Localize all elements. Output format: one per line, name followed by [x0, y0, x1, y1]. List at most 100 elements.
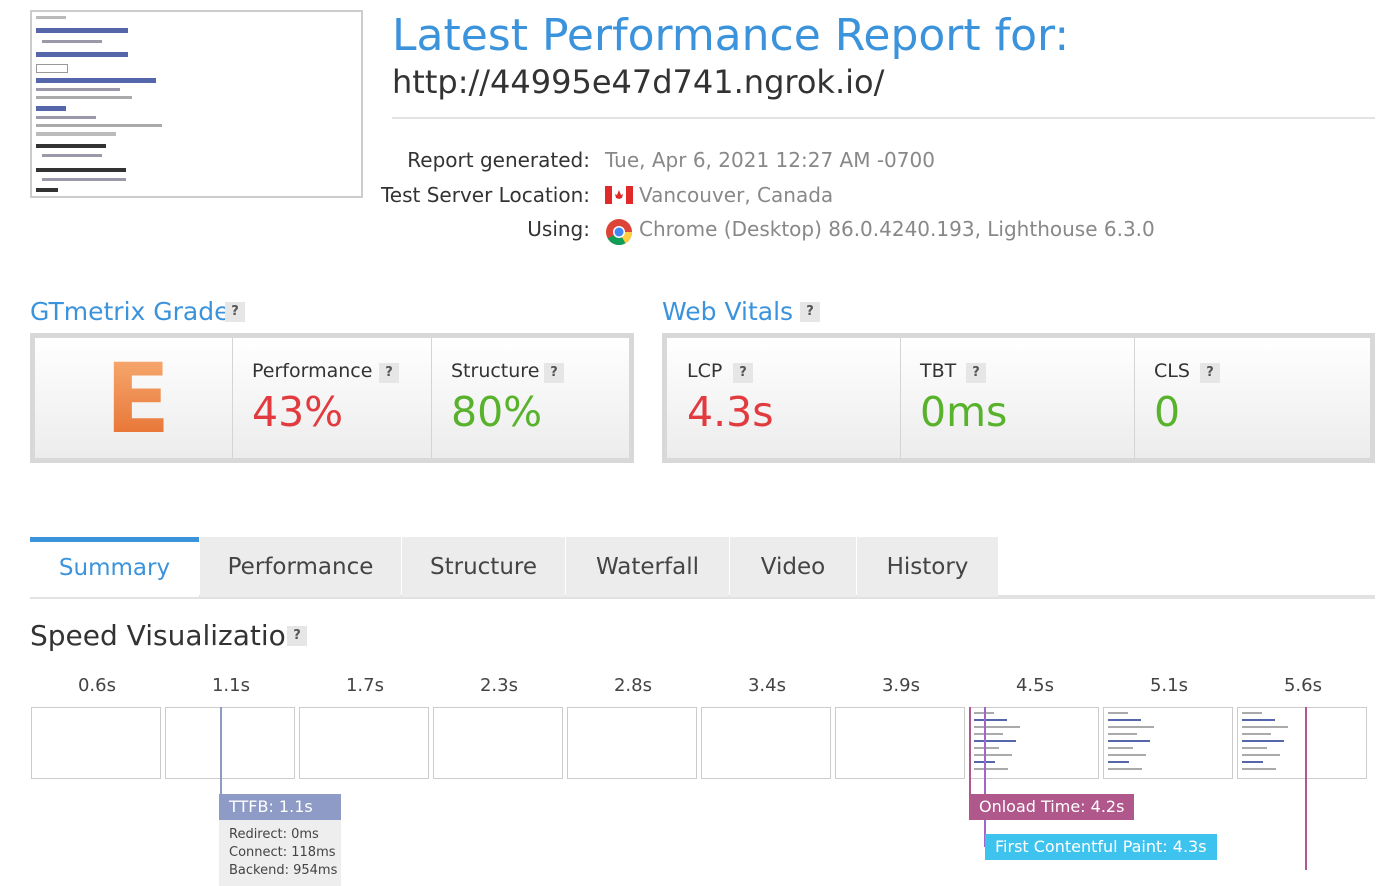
metric-value: 43%	[252, 388, 344, 436]
detail: Connect: 118ms	[229, 845, 336, 860]
metric-label: Structure	[451, 360, 540, 382]
metric-cell: LCP ? 4.3s	[667, 338, 901, 458]
detail: Redirect: 0ms	[229, 827, 319, 842]
frame	[567, 707, 697, 779]
frame-content	[974, 747, 999, 749]
frame-time: 3.4s	[747, 675, 786, 696]
chrome-icon	[606, 219, 633, 246]
section-heading: Speed Visualization	[30, 619, 304, 652]
grade-letter: E	[105, 343, 171, 455]
tab[interactable]: Video	[730, 537, 856, 597]
help-icon[interactable]: ?	[225, 302, 245, 322]
fcp-label: First Contentful Paint: 4.3s	[985, 834, 1217, 860]
help-icon[interactable]: ?	[1200, 363, 1220, 383]
frame-content	[1242, 712, 1262, 714]
frame	[969, 707, 1099, 779]
tab-bar-line	[30, 595, 1375, 599]
tab[interactable]: Summary	[30, 537, 199, 597]
frame-content	[1108, 733, 1137, 735]
metric-value: 0ms	[920, 388, 1008, 436]
meta-value: Vancouver, Canada	[639, 183, 834, 207]
frame-content	[1108, 754, 1146, 756]
frame	[31, 707, 161, 779]
onload-label: Onload Time: 4.2s	[969, 794, 1135, 820]
meta-label: Test Server Location:	[380, 183, 590, 207]
metric-value: 80%	[451, 388, 543, 436]
frame-content	[974, 726, 1020, 728]
section-title: Web Vitals	[662, 297, 794, 326]
frame	[165, 707, 295, 779]
frame-content	[1242, 761, 1263, 763]
ttfb-line	[220, 707, 222, 870]
frame-time: 1.7s	[345, 675, 384, 696]
frame-time: 2.8s	[613, 675, 652, 696]
frame-time: 3.9s	[881, 675, 920, 696]
frame-time: 4.5s	[1015, 675, 1054, 696]
frame-time: 2.3s	[479, 675, 518, 696]
tab[interactable]: Performance	[200, 537, 401, 597]
help-icon[interactable]: ?	[287, 626, 307, 646]
help-icon[interactable]: ?	[544, 363, 564, 383]
meta-label: Report generated:	[407, 148, 590, 172]
frame	[1237, 707, 1367, 779]
frame-time: 5.1s	[1149, 675, 1188, 696]
ttfb-details: Redirect: 0ms Connect: 118ms Backend: 95…	[219, 820, 341, 886]
help-icon[interactable]: ?	[966, 363, 986, 383]
section-title: GTmetrix Grade	[30, 297, 230, 326]
frame-content	[1108, 712, 1128, 714]
metric-cell: CLS ? 0	[1134, 338, 1370, 458]
frame-content	[1242, 726, 1288, 728]
metric-value: 4.3s	[687, 388, 774, 436]
metric-label: TBT	[920, 360, 957, 382]
metric-value: 0	[1154, 388, 1181, 436]
frame-content	[1108, 740, 1150, 742]
detail: Backend: 954ms	[229, 863, 338, 878]
tab[interactable]: Structure	[402, 537, 565, 597]
help-icon[interactable]: ?	[733, 363, 753, 383]
tab[interactable]: Waterfall	[566, 537, 729, 597]
frame-content	[1108, 768, 1142, 770]
frame-time: 0.6s	[77, 675, 116, 696]
metric-cell: TBT ? 0ms	[900, 338, 1135, 458]
frame-content	[1242, 733, 1271, 735]
ttfb-label: TTFB: 1.1s	[219, 794, 341, 820]
help-icon[interactable]: ?	[379, 363, 399, 383]
meta-label: Using:	[527, 217, 590, 241]
frame-content	[974, 733, 1003, 735]
frame-content	[974, 768, 1008, 770]
frame	[701, 707, 831, 779]
metric-label: Performance	[252, 360, 373, 382]
metric-label: CLS	[1154, 360, 1190, 382]
fcp-line	[984, 707, 986, 847]
divider	[392, 117, 1375, 119]
frame	[433, 707, 563, 779]
frame-content	[1108, 747, 1133, 749]
frame-content	[1242, 754, 1280, 756]
frame-content	[1242, 740, 1284, 742]
frame-content	[974, 740, 1016, 742]
frame-content	[1108, 726, 1154, 728]
frame-content	[1108, 719, 1141, 721]
frame-time: 1.1s	[211, 675, 250, 696]
frame-content	[1242, 719, 1275, 721]
site-thumbnail	[30, 10, 363, 198]
metric-cell: Performance ? 43%	[232, 338, 432, 458]
grade-cell: E	[35, 338, 233, 458]
lcp-line	[1305, 707, 1307, 870]
grade-box: E Performance ? 43% Structure ? 80%	[30, 333, 634, 463]
frame-content	[974, 754, 1012, 756]
frame	[1103, 707, 1233, 779]
frame-content	[974, 719, 1007, 721]
frame-content	[1108, 761, 1129, 763]
vitals-box: LCP ? 4.3s TBT ? 0ms CLS ? 0	[662, 333, 1375, 463]
help-icon[interactable]: ?	[800, 302, 820, 322]
metric-label: LCP	[687, 360, 723, 382]
tab[interactable]: History	[857, 537, 998, 597]
report-title: Latest Performance Report for:	[392, 10, 1070, 61]
metric-cell: Structure ? 80%	[431, 338, 629, 458]
frame	[835, 707, 965, 779]
meta-value: Tue, Apr 6, 2021 12:27 AM -0700	[605, 148, 935, 172]
frame-content	[1242, 747, 1267, 749]
